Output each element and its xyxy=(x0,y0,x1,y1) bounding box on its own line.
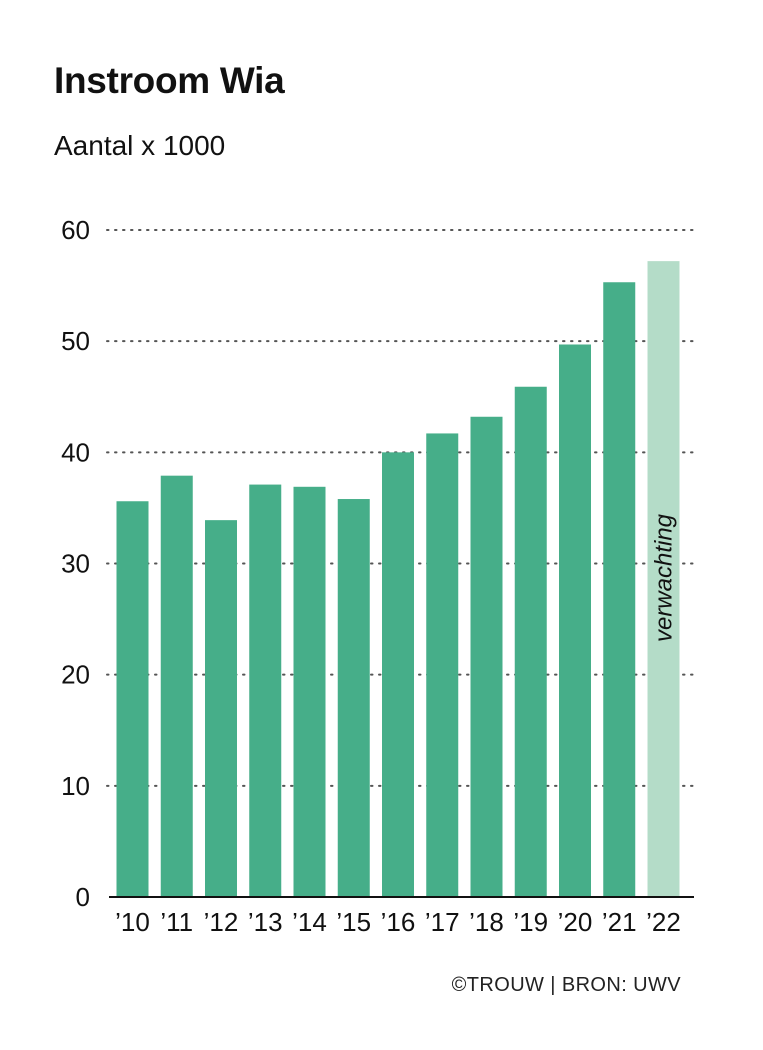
bar xyxy=(603,282,636,898)
y-tick-label: 10 xyxy=(61,771,90,801)
bar xyxy=(382,452,414,897)
y-tick-label: 40 xyxy=(61,437,90,467)
chart-title: Instroom Wia xyxy=(54,60,285,101)
x-tick-label: ’21 xyxy=(602,907,637,937)
y-tick-label: 0 xyxy=(76,882,90,912)
x-tick-label: ’15 xyxy=(336,907,371,937)
bar xyxy=(470,416,503,897)
bar xyxy=(160,475,193,897)
x-tick-label: ’17 xyxy=(425,907,460,937)
source-credit: ©TROUW | BRON: UWV xyxy=(451,974,681,996)
bar xyxy=(249,484,282,897)
bar xyxy=(559,344,591,897)
bar xyxy=(514,386,547,897)
x-tick-label: ’22 xyxy=(646,907,681,937)
chart-subtitle: Aantal x 1000 xyxy=(54,130,226,161)
bar xyxy=(337,499,370,897)
y-tick-label: 60 xyxy=(61,215,90,245)
x-tick-label: ’16 xyxy=(381,907,416,937)
x-tick-label: ’19 xyxy=(513,907,548,937)
bars xyxy=(116,261,680,898)
bar xyxy=(293,486,326,897)
y-tick-label: 20 xyxy=(61,660,90,690)
y-tick-label: 50 xyxy=(61,326,90,356)
gridlines xyxy=(106,229,695,787)
bar xyxy=(116,501,149,897)
forecast-annotation: verwachting xyxy=(651,513,678,642)
x-tick-label: ’13 xyxy=(248,907,283,937)
x-tick-label: ’10 xyxy=(115,907,150,937)
x-tick-label: ’14 xyxy=(292,907,327,937)
x-tick-label: ’18 xyxy=(469,907,504,937)
y-tick-label: 30 xyxy=(61,549,90,579)
x-tick-label: ’12 xyxy=(204,907,239,937)
bar xyxy=(426,433,459,897)
y-axis-ticks: 0 10 20 30 40 50 60 xyxy=(61,215,90,912)
x-tick-label: ’11 xyxy=(160,907,193,937)
x-tick-label: ’20 xyxy=(558,907,593,937)
bar xyxy=(205,520,237,897)
x-axis-ticks: ’10 ’11 ’12 ’13 ’14 ’15 ’16 ’17 ’18 ’19 ’20 ’21 ’22 xyxy=(115,907,681,937)
bar-forecast xyxy=(647,261,680,897)
